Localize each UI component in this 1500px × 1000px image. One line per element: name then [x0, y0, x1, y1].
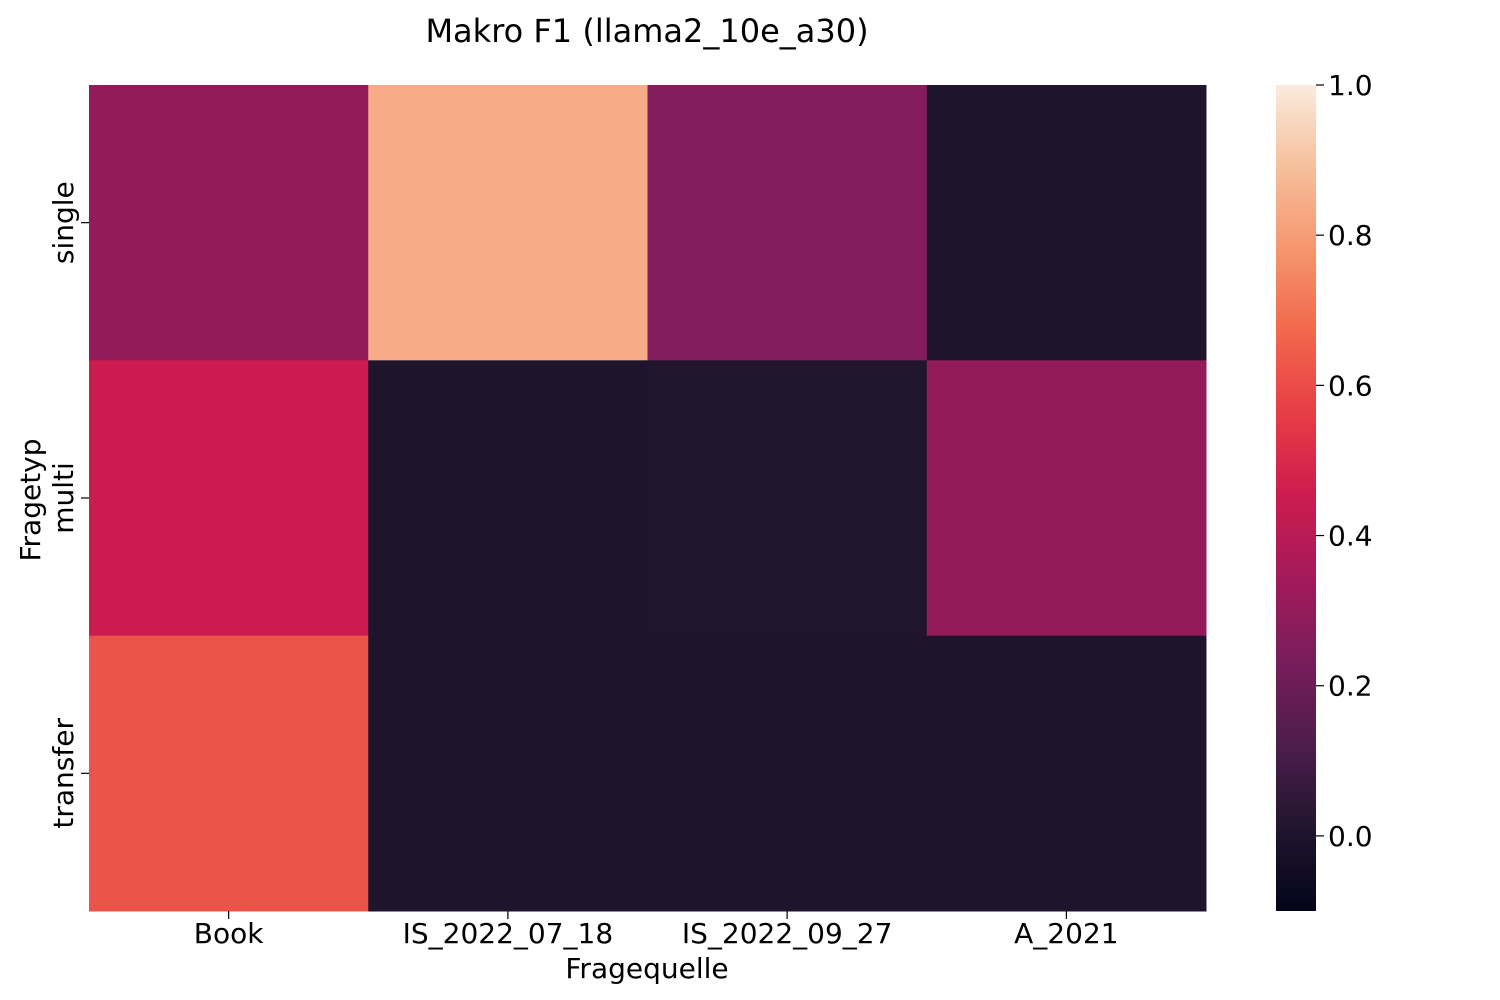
- y-tick-label: multi: [47, 462, 80, 534]
- heatmap-cell: [368, 360, 648, 637]
- x-tick-label: A_2021: [1014, 917, 1118, 950]
- colorbar-tick-label: 0.2: [1328, 670, 1373, 703]
- heatmap-cell: [926, 635, 1207, 912]
- heatmap-cell: [368, 635, 648, 912]
- y-axis-label: Fragetyp: [14, 438, 47, 561]
- heatmap-cell: [647, 360, 928, 637]
- colorbar: [1276, 85, 1316, 911]
- x-tick-label: IS_2022_09_27: [682, 917, 893, 950]
- heatmap-cell: [368, 85, 648, 361]
- heatmap-cell: [647, 85, 928, 361]
- y-tick-label: transfer: [47, 718, 80, 829]
- chart-title: Makro F1 (llama2_10e_a30): [425, 12, 868, 50]
- colorbar-tick-label: 1.0: [1328, 69, 1373, 102]
- heatmap-cell: [89, 635, 369, 912]
- colorbar-ticks: 1.0 0.8 0.6 0.4 0.2 0.0: [1316, 69, 1373, 853]
- heatmap-cell: [647, 635, 928, 912]
- heatmap-cells: [89, 85, 1207, 912]
- heatmap-cell: [926, 360, 1207, 637]
- heatmap-cell: [89, 85, 369, 361]
- x-tick-label: Book: [194, 917, 264, 950]
- x-tick-label: IS_2022_07_18: [403, 917, 614, 950]
- y-axis-ticks: single multi transfer: [47, 181, 89, 829]
- x-axis-ticks: Book IS_2022_07_18 IS_2022_09_27 A_2021: [194, 911, 1119, 950]
- x-axis-label: Fragequelle: [565, 952, 728, 985]
- heatmap-cell: [89, 360, 369, 637]
- colorbar-tick-label: 0.0: [1328, 820, 1373, 853]
- colorbar-tick-label: 0.6: [1328, 369, 1373, 402]
- heatmap-cell: [926, 85, 1207, 361]
- colorbar-tick-label: 0.8: [1328, 219, 1373, 252]
- colorbar-tick-label: 0.4: [1328, 520, 1373, 553]
- y-tick-label: single: [47, 181, 80, 264]
